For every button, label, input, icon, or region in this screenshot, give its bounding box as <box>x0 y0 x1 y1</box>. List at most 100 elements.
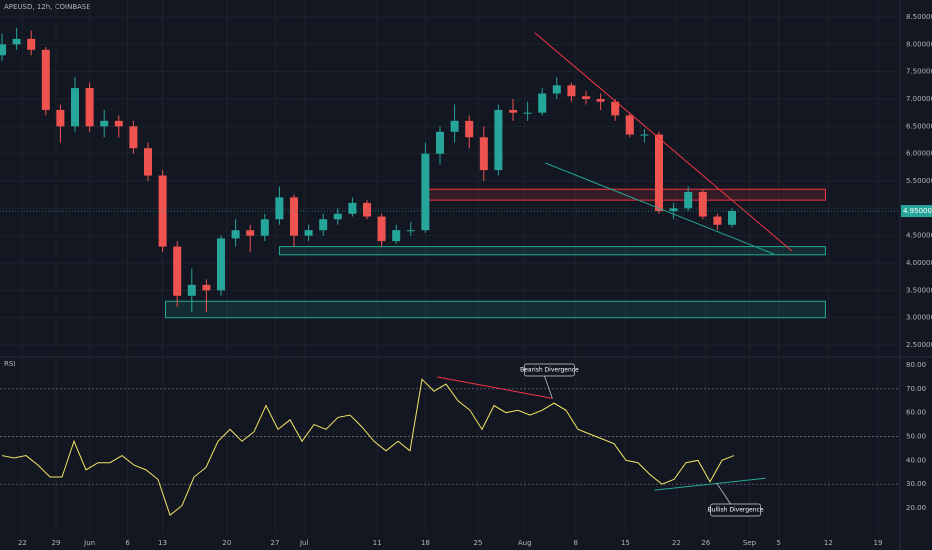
y-tick-label: 4.00000000 <box>906 259 932 267</box>
candle-body <box>304 230 313 236</box>
candle-body <box>363 202 371 217</box>
candle-body <box>436 131 444 154</box>
candle-body <box>625 115 634 135</box>
rsi-line <box>1 378 735 516</box>
candle-body <box>538 93 547 113</box>
y-tick-label: 8.00000000 <box>906 40 932 48</box>
candle-body <box>144 148 152 176</box>
candle-body <box>640 134 649 136</box>
candle-body <box>231 230 240 239</box>
last-price-label: 4.95000000 <box>903 207 932 215</box>
candle-body <box>450 120 459 132</box>
rsi-tick-label: 40.00 <box>906 456 926 464</box>
x-tick-label: 19 <box>874 539 883 547</box>
y-tick-label: 4.50000000 <box>906 232 932 240</box>
rsi-tick-label: 80.00 <box>906 361 926 369</box>
candle-body <box>217 238 225 291</box>
x-tick-label: 6 <box>125 539 130 547</box>
rsi-tick-label: 60.00 <box>906 409 926 417</box>
x-tick-label: 20 <box>222 539 231 547</box>
divergence-line <box>436 376 553 399</box>
last-price-box <box>901 205 932 218</box>
candle-body <box>377 216 386 242</box>
zone <box>165 300 826 319</box>
candle-body <box>406 230 415 232</box>
candle-body <box>85 88 94 127</box>
y-tick-label: 7.50000000 <box>906 68 932 76</box>
callout-box <box>524 363 575 377</box>
x-tick-label: 25 <box>473 539 482 547</box>
candle-body <box>728 211 736 225</box>
rsi-title: RSI <box>4 360 15 368</box>
candle-body <box>202 284 211 291</box>
rsi-tick-label: 50.00 <box>906 433 926 441</box>
rsi-tick-label: 30.00 <box>906 480 926 488</box>
y-tick-label: 6.00000000 <box>906 150 932 158</box>
trendline <box>534 32 793 252</box>
x-tick-label: Sep <box>743 539 757 547</box>
x-tick-label: 26 <box>701 539 710 547</box>
candle-body <box>56 109 65 127</box>
x-tick-label: 22 <box>672 539 681 547</box>
candle-body <box>509 109 517 113</box>
candle-body <box>684 191 693 209</box>
candle-body <box>523 112 532 114</box>
divergence-line <box>654 477 766 491</box>
rsi-tick-label: 70.00 <box>906 385 926 393</box>
candle-body <box>655 134 663 212</box>
candle-body <box>713 216 722 225</box>
x-tick-label: 11 <box>373 539 382 547</box>
candle-body <box>129 126 138 149</box>
candle-body <box>41 49 50 110</box>
chart-title: APEUSD, 12h, COINBASE <box>4 3 91 11</box>
candle-body <box>567 85 576 97</box>
candle-body <box>669 208 678 212</box>
y-tick-label: 3.50000000 <box>906 286 932 294</box>
candle-body <box>479 137 488 171</box>
candle-body <box>173 246 182 296</box>
callout-box <box>710 503 761 517</box>
candle-body <box>0 44 6 56</box>
candle-body <box>100 120 109 127</box>
candle-body <box>494 109 503 171</box>
candle-body <box>275 197 284 220</box>
candle-body <box>582 96 590 99</box>
candle-body <box>71 88 79 127</box>
callout-pointer <box>544 375 553 399</box>
candle-body <box>114 120 123 127</box>
candle-body <box>333 213 342 220</box>
trendline <box>544 162 775 255</box>
callout-label: Bullish Divergence <box>708 507 764 514</box>
candle-body <box>348 202 357 214</box>
x-tick-label: 29 <box>52 539 61 547</box>
candle-body <box>392 230 401 242</box>
candle-body <box>290 197 298 236</box>
y-tick-label: 6.50000000 <box>906 122 932 130</box>
callout-pointer <box>716 482 731 505</box>
x-tick-label: 15 <box>621 539 630 547</box>
y-tick-label: 8.50000000 <box>906 13 932 21</box>
candle-body <box>421 153 430 231</box>
x-tick-label: 5 <box>776 539 780 547</box>
candle-body <box>465 120 474 138</box>
rsi-tick-label: 20.00 <box>906 504 926 512</box>
x-tick-label: 22 <box>18 539 27 547</box>
zone <box>278 246 826 256</box>
x-tick-label: Jun <box>83 539 95 547</box>
candle-body <box>246 230 255 236</box>
x-tick-label: 12 <box>824 539 833 547</box>
y-tick-label: 5.50000000 <box>906 177 932 185</box>
candle-body <box>552 85 561 94</box>
x-tick-label: Aug <box>518 539 532 547</box>
candle-body <box>698 191 707 217</box>
candle-body <box>260 219 269 236</box>
candle-body <box>319 219 328 231</box>
x-tick-label: 18 <box>421 539 430 547</box>
candle-body <box>611 101 620 116</box>
x-tick-label: 27 <box>271 539 280 547</box>
y-tick-label: 3.00000000 <box>906 314 932 322</box>
x-tick-label: 13 <box>158 539 167 547</box>
y-tick-label: 2.50000000 <box>906 341 932 349</box>
